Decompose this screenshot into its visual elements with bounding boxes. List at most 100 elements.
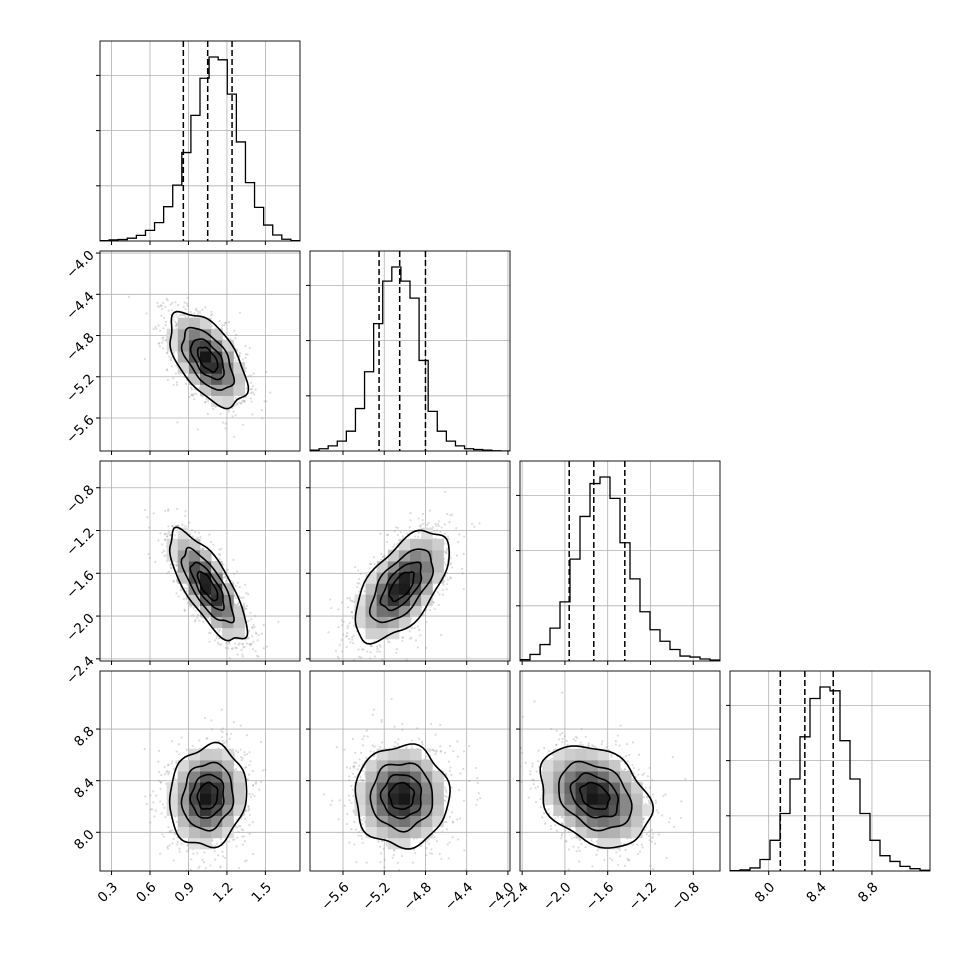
sample-point: [422, 614, 424, 616]
sample-point: [251, 413, 253, 415]
sample-point: [234, 643, 236, 645]
sample-point: [225, 647, 227, 649]
sample-point: [347, 606, 349, 608]
sample-point: [406, 659, 408, 661]
sample-point: [219, 554, 221, 556]
sample-point: [250, 618, 252, 620]
sample-point: [473, 526, 475, 528]
sample-point: [335, 650, 337, 652]
sample-point: [376, 650, 378, 652]
sample-point: [247, 682, 249, 684]
sample-point: [191, 394, 193, 396]
sample-point: [163, 317, 165, 319]
sample-point: [219, 629, 221, 631]
sample-point: [236, 402, 238, 404]
sample-point: [176, 843, 178, 845]
density-cell: [167, 539, 179, 551]
sample-point: [263, 624, 265, 626]
sample-point: [349, 641, 351, 643]
sample-point: [209, 619, 211, 621]
sample-point: [438, 520, 440, 522]
sample-point: [422, 513, 424, 515]
sample-point: [369, 657, 371, 659]
sample-point: [400, 531, 402, 533]
sample-point: [167, 533, 169, 535]
sample-point: [214, 639, 216, 641]
sample-point: [436, 529, 438, 531]
sample-point: [341, 619, 343, 621]
sample-point: [255, 632, 257, 634]
sample-point: [195, 393, 197, 395]
sample-point: [442, 594, 444, 596]
sample-point: [156, 302, 158, 304]
y-tick-label: −2.0: [63, 610, 97, 644]
sample-point: [221, 731, 223, 733]
sample-point: [395, 526, 397, 528]
sample-point: [393, 544, 395, 546]
sample-point: [437, 523, 439, 525]
sample-point: [176, 421, 178, 423]
sample-point: [162, 327, 164, 329]
sample-point: [341, 650, 343, 652]
sample-point: [244, 401, 246, 403]
sample-point: [224, 661, 226, 663]
sample-point: [448, 521, 450, 523]
sample-point: [148, 527, 150, 529]
sample-point: [253, 626, 255, 628]
sample-point: [162, 347, 164, 349]
density-cell: [377, 628, 389, 640]
sample-point: [247, 620, 249, 622]
sample-point: [250, 400, 252, 402]
sample-point: [149, 794, 151, 796]
sample-point: [186, 305, 188, 307]
sample-point: [157, 305, 159, 307]
sample-point: [422, 523, 424, 525]
sample-point: [166, 369, 168, 371]
sample-point: [341, 639, 343, 641]
sample-point: [358, 578, 360, 580]
sample-point: [417, 625, 419, 627]
sample-point: [186, 297, 188, 299]
sample-point: [456, 555, 458, 557]
sample-point: [181, 524, 183, 526]
sample-point: [168, 356, 170, 358]
sample-point: [244, 840, 246, 842]
sample-point: [235, 585, 237, 587]
sample-point: [251, 392, 253, 394]
sample-point: [409, 526, 411, 528]
sample-point: [147, 553, 149, 555]
sample-point: [161, 543, 163, 545]
sample-point: [149, 557, 151, 559]
panel-2-1: [310, 461, 510, 683]
sample-point: [219, 320, 221, 322]
sample-point: [174, 301, 176, 303]
y-tick-label: −4.4: [63, 289, 97, 323]
sample-point: [463, 553, 465, 555]
sample-point: [160, 315, 162, 317]
sample-point: [184, 510, 186, 512]
sample-point: [349, 622, 351, 624]
sample-point: [212, 544, 214, 546]
sample-point: [225, 580, 227, 582]
sample-point: [166, 352, 168, 354]
sample-point: [225, 642, 227, 644]
sample-point: [173, 352, 175, 354]
sample-point: [153, 328, 155, 330]
panel-1-0: [100, 251, 300, 451]
panel-frame: [100, 41, 300, 241]
sample-point: [183, 306, 185, 308]
sample-point: [197, 312, 199, 314]
sample-point: [232, 411, 234, 413]
sample-point: [245, 353, 247, 355]
sample-point: [419, 525, 421, 527]
sample-point: [163, 550, 165, 552]
sample-point: [434, 608, 436, 610]
sample-point: [342, 633, 344, 635]
sample-point: [165, 339, 167, 341]
sample-point: [208, 534, 210, 536]
sample-point: [177, 304, 179, 306]
sample-point: [383, 556, 385, 558]
sample-point: [352, 617, 354, 619]
sample-point: [370, 563, 372, 565]
sample-point: [249, 347, 251, 349]
